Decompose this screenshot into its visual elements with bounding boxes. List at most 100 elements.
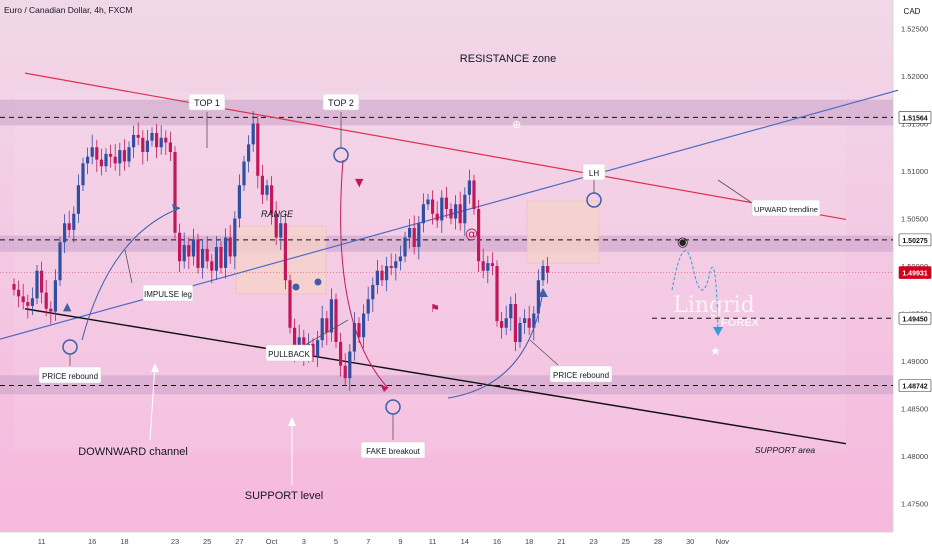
price-axis[interactable]: 1.475001.480001.485001.490001.495001.500… [898, 25, 932, 509]
star-icon: ★ [710, 344, 721, 358]
candle-body [99, 159, 103, 167]
candle-body [67, 223, 71, 230]
candle-body [426, 199, 430, 205]
candle-body [532, 313, 536, 328]
candle-body [237, 185, 241, 219]
pullback-arrow-head [380, 384, 388, 392]
time-tick-label: 5 [334, 537, 338, 546]
rebound-left-label: PRICE rebound [42, 372, 98, 381]
candle-body [95, 147, 99, 160]
candle-body [523, 318, 527, 323]
candle-body [334, 299, 338, 342]
time-tick-label: 25 [203, 537, 211, 546]
time-tick-label: 30 [686, 537, 694, 546]
candle-body [366, 299, 370, 314]
candle-body [348, 351, 352, 379]
price-tick-label: 1.47500 [901, 500, 928, 509]
time-tick-label: 11 [429, 537, 437, 546]
time-tick-label: 23 [171, 537, 179, 546]
candle-body [159, 137, 163, 148]
candle-body [454, 204, 458, 219]
zone-band-support [0, 375, 893, 395]
projection-arrow-head [713, 327, 723, 336]
candle-body [113, 156, 117, 164]
candle-body [339, 342, 343, 366]
levels-layer [0, 116, 893, 387]
up-signal-icon: ▲ [63, 300, 72, 313]
candle-body [500, 321, 504, 328]
time-tick-label: 16 [493, 537, 501, 546]
candle-body [283, 223, 287, 281]
plot-background [0, 0, 893, 532]
candle-body [375, 270, 379, 285]
channel-pointer [149, 364, 156, 441]
price-tick-label: 1.52000 [901, 72, 928, 81]
rebound-left-label-box [38, 366, 102, 384]
candle-body [481, 261, 485, 271]
candle-body [541, 266, 545, 281]
candle-body [463, 194, 467, 224]
trendline-label: UPWARD trendline [754, 205, 818, 214]
candle-body [265, 185, 269, 195]
time-axis[interactable]: 11 16 18 23 25 27 Oct 3 5 7 9 11 14 16 18 21 23 25 28 30 Nov [38, 537, 730, 546]
lh-range-box [526, 200, 600, 264]
rebound-curve-arrow [447, 289, 544, 399]
time-tick-label: 25 [622, 537, 630, 546]
rebound-right-label-box [549, 365, 613, 383]
candle-body [477, 209, 481, 262]
candle-body [164, 137, 168, 143]
candle-body [150, 133, 154, 141]
zones-layer [0, 99, 893, 395]
candle-body [118, 150, 122, 164]
candle-body [325, 318, 329, 333]
candle-body [421, 204, 425, 224]
price-level-tag [898, 379, 932, 392]
impulse-arrow-head [172, 204, 180, 212]
price-tick-label: 1.51000 [901, 167, 928, 176]
candle-body [49, 308, 53, 312]
candle-body [122, 150, 126, 162]
range-label: RANGE [261, 209, 294, 219]
candle-body [527, 318, 531, 328]
time-tick-label: 14 [461, 537, 469, 546]
candle-body [270, 185, 274, 214]
time-tick-label: 23 [589, 537, 597, 546]
top1-label-box [188, 93, 226, 111]
candle-body [136, 134, 140, 138]
time-axis-panel [0, 532, 893, 550]
candle-body [260, 175, 264, 195]
candle-body [191, 239, 195, 257]
down-arrow-circle-icon: ⊕ [512, 118, 521, 131]
candle-body [394, 261, 398, 268]
snail-icon: @ [465, 227, 478, 242]
support-level-label: SUPPORT level [245, 490, 323, 502]
candle-body [444, 197, 448, 209]
price-level-tag [898, 266, 932, 279]
top2-label: TOP 2 [328, 98, 354, 108]
candle-body [196, 239, 200, 268]
candles-layer [12, 110, 550, 391]
rebound-right-label: PRICE rebound [553, 371, 609, 380]
candle-body [86, 156, 90, 164]
time-tick-label: Oct [266, 537, 279, 546]
candle-body [316, 340, 320, 357]
candle-body [219, 247, 223, 268]
impulse-pointer [124, 249, 133, 284]
price-level-tag [898, 311, 932, 325]
candle-body [155, 133, 159, 148]
price-tick-label: 1.51500 [901, 120, 928, 129]
candle-body [297, 337, 301, 352]
candle-body [518, 323, 522, 342]
downward-channel-label: DOWNWARD channel [78, 446, 188, 458]
candle-body [40, 270, 44, 293]
price-tick-label: 1.52500 [901, 25, 928, 34]
candle-body [486, 263, 490, 271]
candle-body [205, 248, 209, 262]
candle-body [449, 209, 453, 219]
fake-breakout-label-box [360, 441, 426, 459]
candle-body [371, 285, 375, 300]
time-tick-label: 21 [557, 537, 565, 546]
candle-body [412, 228, 416, 247]
